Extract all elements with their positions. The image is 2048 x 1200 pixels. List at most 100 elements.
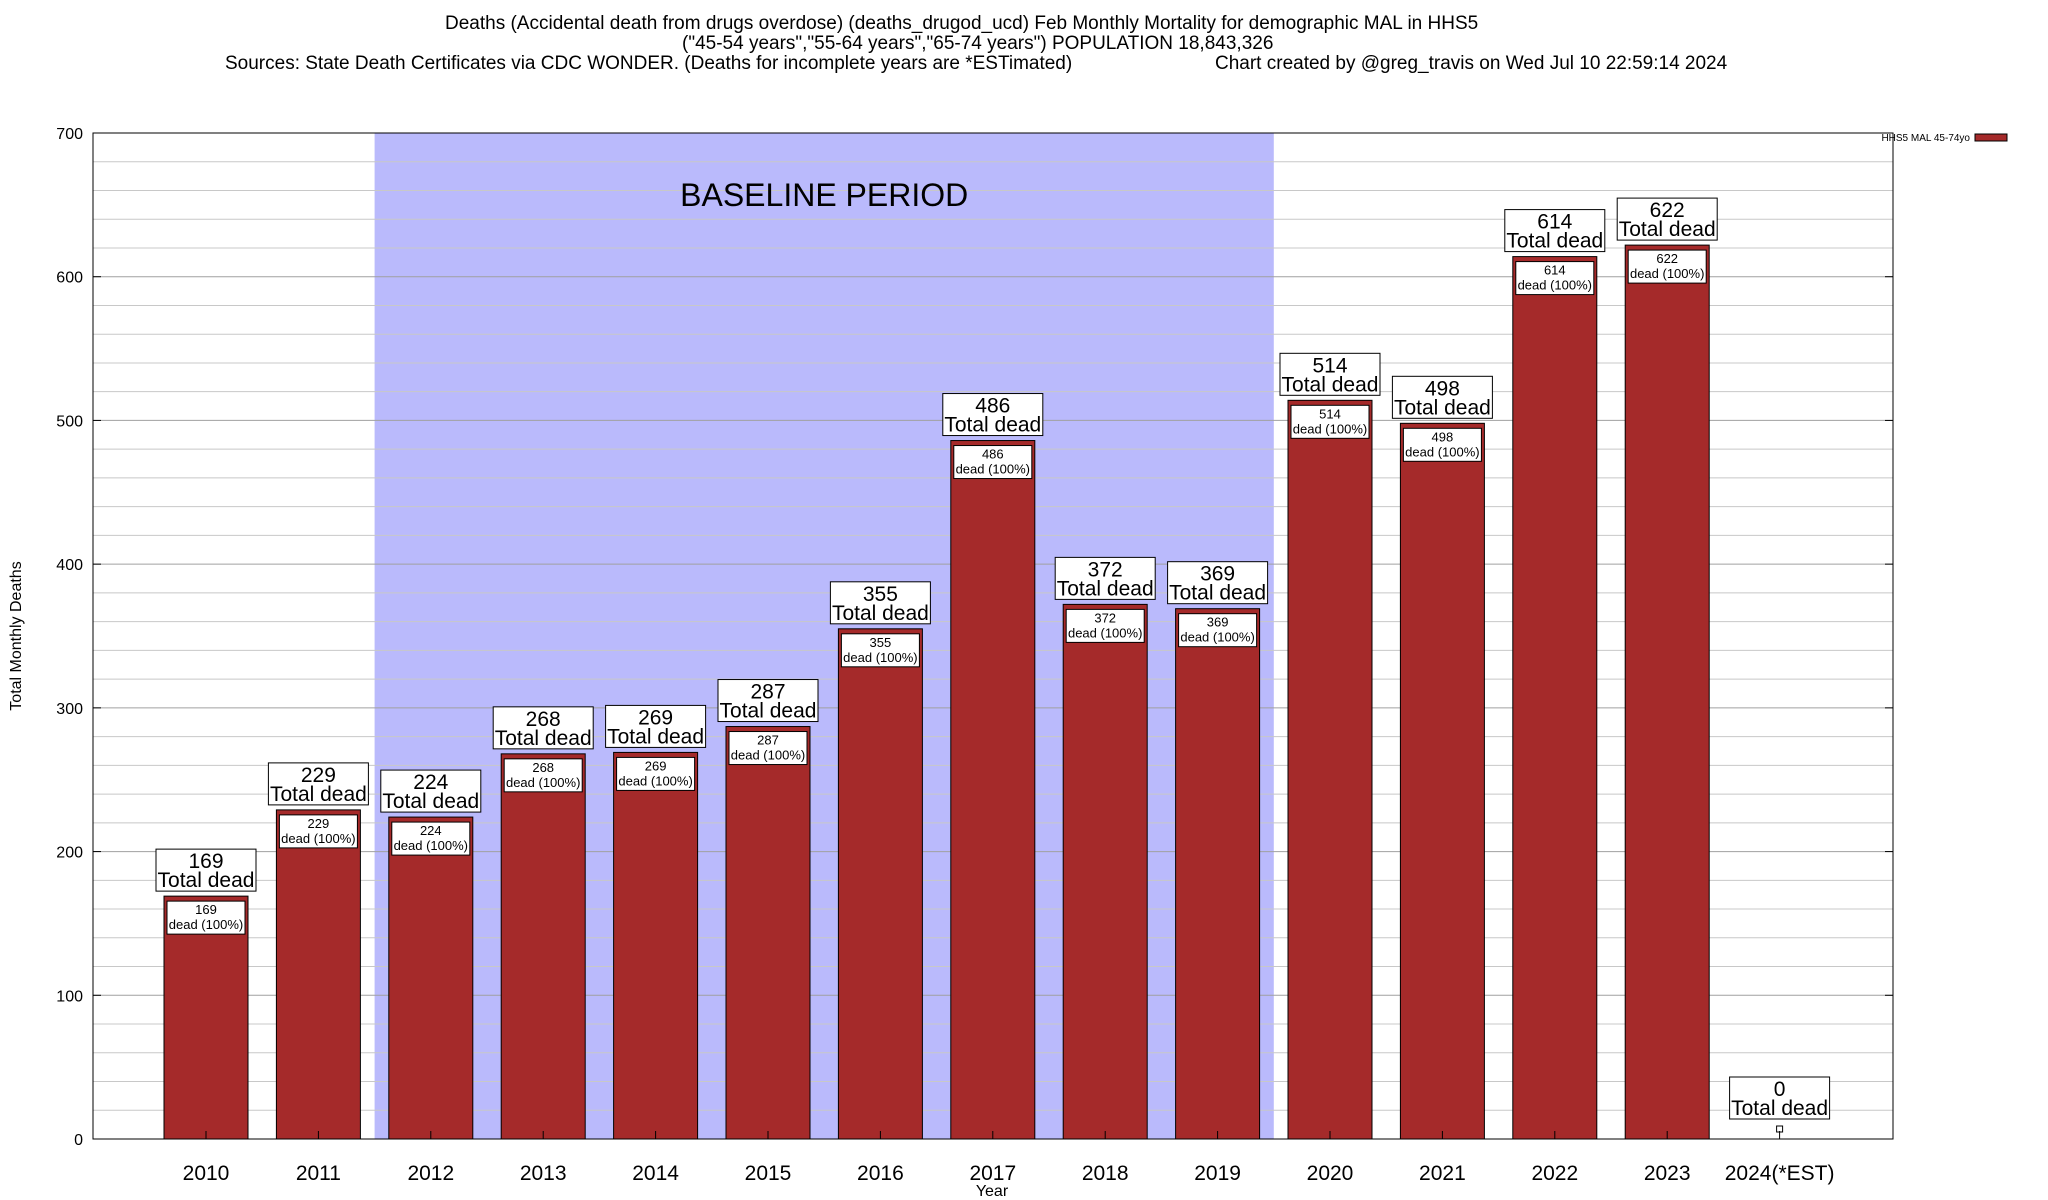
inner-percent-label: dead (100%) xyxy=(1180,630,1254,645)
total-label-box xyxy=(380,769,482,813)
inner-value-label: 486 xyxy=(982,447,1004,462)
total-label-box xyxy=(1391,375,1493,419)
x-tick-label: 2024(*EST) xyxy=(1725,1162,1835,1185)
bar-2010 xyxy=(163,895,249,1140)
total-value-label: 224 xyxy=(413,771,448,794)
bar-2018 xyxy=(1062,603,1148,1140)
chart-sources-line: Sources: State Death Certificates via CD… xyxy=(225,53,1073,74)
inner-value-label: 498 xyxy=(1432,429,1454,444)
total-label-box xyxy=(1167,561,1269,605)
legend-swatch xyxy=(1974,133,2008,142)
inner-value-label: 614 xyxy=(1544,263,1566,278)
inner-label-box xyxy=(503,758,583,793)
y-tick-label: 300 xyxy=(56,701,83,718)
total-value-label: 369 xyxy=(1200,563,1235,586)
bar-2017 xyxy=(950,440,1036,1140)
x-tick-label: 2021 xyxy=(1419,1162,1466,1185)
inner-percent-label: dead (100%) xyxy=(618,773,692,788)
chart-title-line-1: Deaths (Accidental death from drugs over… xyxy=(445,13,1479,34)
inner-value-label: 369 xyxy=(1207,615,1229,630)
total-value-label: 514 xyxy=(1312,354,1347,377)
total-label-box xyxy=(1729,1076,1831,1120)
bar-2014 xyxy=(613,751,699,1140)
inner-label-box xyxy=(391,821,471,856)
total-dead-label: Total dead xyxy=(1394,396,1491,419)
x-tick-label: 2015 xyxy=(745,1162,792,1185)
inner-percent-label: dead (100%) xyxy=(281,831,355,846)
total-dead-label: Total dead xyxy=(1169,582,1266,605)
y-tick-label: 500 xyxy=(56,413,83,430)
y-tick-label: 200 xyxy=(56,845,83,862)
total-value-label: 287 xyxy=(750,681,785,704)
inner-percent-label: dead (100%) xyxy=(1293,421,1367,436)
total-dead-label: Total dead xyxy=(1731,1097,1828,1120)
bar-2022 xyxy=(1512,256,1598,1140)
total-value-label: 614 xyxy=(1537,211,1572,234)
x-tick-label: 2013 xyxy=(520,1162,567,1185)
chart-title-line-2: ("45-54 years","55-64 years","65-74 year… xyxy=(682,33,1274,54)
bar-2011 xyxy=(275,809,361,1140)
total-label-box xyxy=(492,706,594,750)
bar-2020 xyxy=(1287,399,1373,1140)
total-value-label: 0 xyxy=(1774,1078,1786,1101)
inner-label-box xyxy=(1065,608,1145,643)
y-tick-label: 600 xyxy=(56,270,83,287)
inner-label-box xyxy=(1515,261,1595,296)
total-value-label: 622 xyxy=(1650,199,1685,222)
inner-percent-label: dead (100%) xyxy=(731,748,805,763)
bar-2012 xyxy=(388,816,474,1140)
plot-frame xyxy=(92,132,1894,1140)
x-axis-title: Year xyxy=(976,1183,1009,1200)
total-value-label: 268 xyxy=(526,708,561,731)
x-tick-label: 2022 xyxy=(1531,1162,1578,1185)
inner-label-box xyxy=(840,633,920,668)
total-value-label: 269 xyxy=(638,706,673,729)
x-tick-label: 2010 xyxy=(183,1162,230,1185)
inner-label-box xyxy=(728,731,808,766)
inner-value-label: 229 xyxy=(308,816,330,831)
bar-2023 xyxy=(1624,244,1710,1140)
inner-label-box xyxy=(1178,613,1258,648)
total-label-box xyxy=(1616,197,1718,241)
inner-percent-label: dead (100%) xyxy=(394,838,468,853)
y-tick-label: 700 xyxy=(56,126,83,143)
chart-credit-line: Chart created by @greg_travis on Wed Jul… xyxy=(1215,53,1728,74)
x-tick-label: 2019 xyxy=(1194,1162,1241,1185)
inner-percent-label: dead (100%) xyxy=(169,917,243,932)
total-label-box xyxy=(267,762,369,806)
inner-value-label: 268 xyxy=(532,760,554,775)
inner-percent-label: dead (100%) xyxy=(506,775,580,790)
inner-value-label: 355 xyxy=(870,635,892,650)
inner-value-label: 372 xyxy=(1094,610,1116,625)
total-label-box xyxy=(1504,209,1606,253)
total-dead-label: Total dead xyxy=(1506,230,1603,253)
inner-percent-label: dead (100%) xyxy=(1405,444,1479,459)
inner-value-label: 169 xyxy=(195,902,217,917)
total-dead-label: Total dead xyxy=(270,783,367,806)
inner-percent-label: dead (100%) xyxy=(1630,266,1704,281)
chart-title-block: Deaths (Accidental death from drugs over… xyxy=(0,0,2048,80)
y-tick-label: 400 xyxy=(56,557,83,574)
total-value-label: 355 xyxy=(863,583,898,606)
x-tick-label: 2020 xyxy=(1307,1162,1354,1185)
x-tick-label: 2016 xyxy=(857,1162,904,1185)
inner-label-box xyxy=(278,814,358,849)
inner-percent-label: dead (100%) xyxy=(1518,278,1592,293)
inner-value-label: 514 xyxy=(1319,406,1341,421)
y-tick-label: 0 xyxy=(74,1132,83,1149)
inner-value-label: 224 xyxy=(420,823,442,838)
inner-value-label: 287 xyxy=(757,733,779,748)
bar-2013 xyxy=(500,753,586,1140)
total-label-box xyxy=(155,848,257,892)
bar-2021 xyxy=(1399,422,1485,1140)
bar-2019 xyxy=(1175,608,1261,1140)
total-dead-label: Total dead xyxy=(1282,373,1379,396)
total-dead-label: Total dead xyxy=(607,725,704,748)
y-tick-label: 100 xyxy=(56,988,83,1005)
x-tick-label: 2017 xyxy=(969,1162,1016,1185)
bar-2016 xyxy=(837,628,923,1140)
total-dead-label: Total dead xyxy=(832,602,929,625)
total-label-box xyxy=(942,393,1044,437)
inner-label-box xyxy=(1627,249,1707,284)
